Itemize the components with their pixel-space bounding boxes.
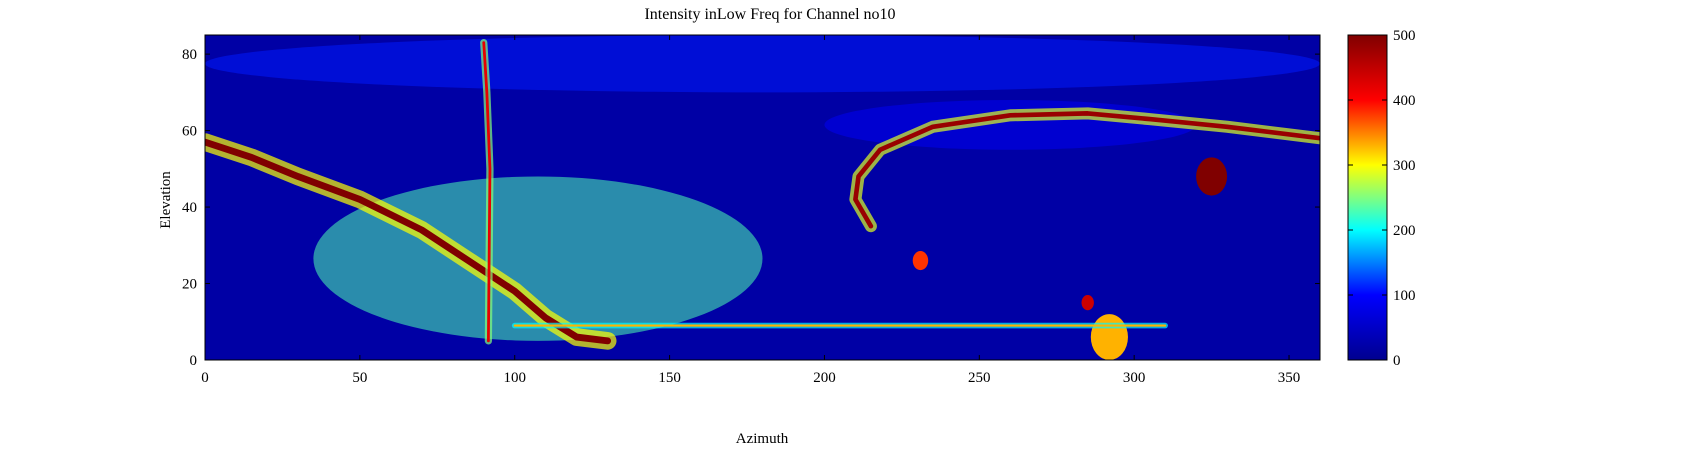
heatmap-features [205,35,1320,360]
y-tick-label: 20 [182,277,197,293]
heatmap-plot-area [205,35,1320,360]
colorbar-tick-label: 100 [1393,288,1416,304]
feature-central-diffuse-region [313,176,763,341]
feature-halo-near-arc [824,100,1197,150]
colorbar-tick-label: 300 [1393,158,1416,174]
plot-frame [204,34,1321,361]
x-axis-ticks: 0 50 100 150 200 250 300 350 [201,35,1300,386]
colorbar-ticks: 0 100 200 300 400 500 [1348,28,1416,369]
feature-small-blob-near-285 [1081,295,1094,311]
y-axis-ticks: 0 20 40 60 80 [182,47,1320,369]
y-tick-label: 80 [182,47,197,63]
x-tick-label: 250 [968,370,991,386]
y-tick-label: 40 [182,200,197,216]
feature-small-blob-near-230 [912,251,929,271]
colorbar-tick-label: 400 [1393,93,1416,109]
x-tick-label: 150 [658,370,681,386]
feature-bottom-right-patch [1090,314,1128,360]
colorbar-tick-label: 0 [1393,353,1401,369]
x-tick-label: 0 [201,370,209,386]
feature-top-noisy-band [205,35,1320,93]
x-tick-label: 200 [813,370,836,386]
x-axis-label: Azimuth [736,431,789,447]
y-tick-label: 0 [190,353,198,369]
y-axis-label: Elevation [158,171,174,229]
feature-upper-arc [853,111,1320,229]
x-tick-label: 300 [1123,370,1146,386]
x-tick-label: 350 [1278,370,1301,386]
colorbar-tick-label: 200 [1393,223,1416,239]
x-tick-label: 100 [503,370,526,386]
chart-title: Intensity inLow Freq for Channel no10 [644,6,896,23]
colorbar [1347,34,1388,361]
feature-upper-right-blob [1196,157,1228,196]
feature-vertical-line [482,41,492,343]
y-tick-label: 60 [182,124,197,140]
colorbar-tick-label: 500 [1393,28,1416,44]
x-tick-label: 50 [352,370,367,386]
